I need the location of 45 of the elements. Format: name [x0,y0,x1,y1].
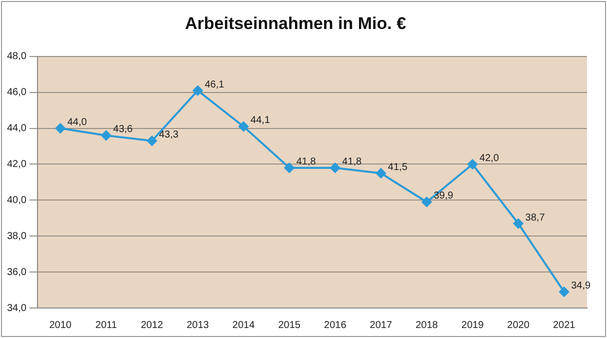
data-label: 41,5 [388,162,408,173]
point [376,168,386,178]
x-tick-label: 2011 [95,320,118,331]
x-tick-label: 2019 [461,320,484,331]
x-tick-label: 2014 [232,320,256,331]
data-label: 38,7 [525,212,546,224]
point [468,159,478,170]
data-label: 41,8 [296,156,316,168]
y-tick-label: 46,0 [6,87,27,98]
data-label: 41,8 [342,156,362,168]
point [101,130,112,140]
data-label: 43,3 [158,130,179,141]
point [146,136,157,146]
data-label: 46,1 [204,79,225,90]
chart-title: Arbeitseinnahmen in Mio. € [184,14,407,33]
point [55,123,66,134]
y-tick-label: 48,0 [6,51,27,62]
x-tick-label: 2017 [370,320,392,331]
y-tick-label: 34,0 [6,302,27,314]
x-tick-label: 2021 [552,320,576,331]
point [422,196,432,207]
x-tick-label: 2018 [416,320,438,331]
point [330,162,340,173]
x-tick-label: 2012 [140,320,164,331]
y-tick-label: 40,0 [6,194,27,206]
point [192,86,203,96]
x-tick-label: 2016 [324,320,347,331]
data-label: 44,1 [250,115,270,126]
point [559,286,570,297]
data-label: 39,9 [434,190,454,202]
x-tick-label: 2020 [507,320,530,331]
y-tick-label: 38,0 [6,230,27,242]
y-tick-label: 36,0 [6,266,27,278]
point [513,218,524,229]
data-label: 43,6 [113,124,134,136]
data-label: 34,9 [571,280,592,292]
x-tick-label: 2015 [278,320,301,331]
x-tick-label: 2010 [49,320,72,331]
data-label: 44,0 [67,117,88,128]
point [238,121,249,132]
y-tick-label: 44,0 [6,123,27,134]
y-tick-label: 42,0 [6,158,27,170]
point [284,162,294,173]
x-tick-label: 2013 [186,320,210,331]
data-label: 42,0 [480,152,500,164]
